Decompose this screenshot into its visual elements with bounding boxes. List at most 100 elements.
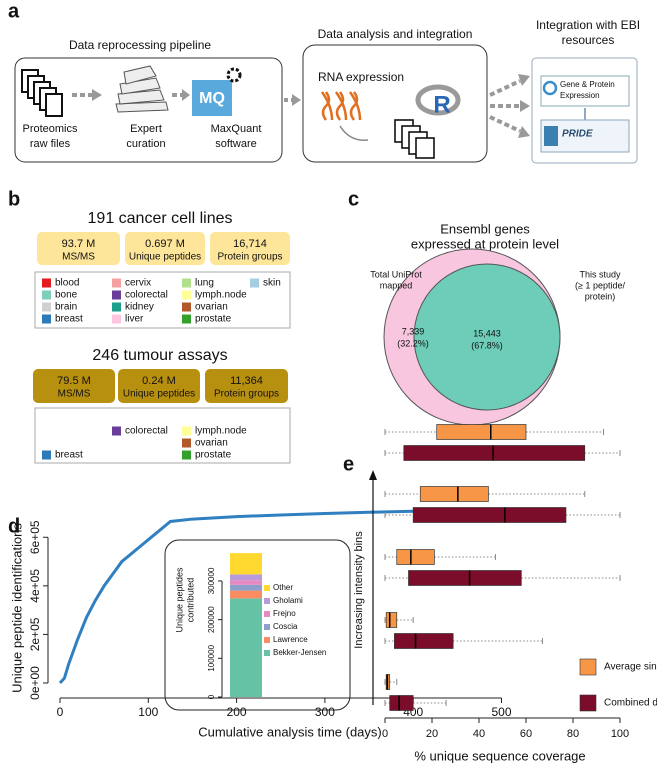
legend-swatch [264, 598, 270, 604]
table-icon [394, 119, 435, 159]
legend-swatch [250, 278, 259, 288]
atlas-label: Gene & Protein [560, 80, 615, 89]
legend-label: lymph.node [195, 290, 247, 301]
x-tick-label: 0 [57, 705, 64, 719]
rna-label: RNA expression [318, 70, 404, 84]
raw-files-icon [21, 69, 63, 117]
legend-label: Bekker-Jensen [273, 648, 326, 657]
legend-swatch [182, 290, 191, 300]
y-tick-label: 4e+05 [28, 569, 42, 603]
rna-icon [320, 91, 369, 141]
legend-label: prostate [195, 450, 232, 461]
x-tick-label: 60 [520, 728, 532, 740]
legend-swatch [112, 426, 121, 436]
box [394, 633, 454, 649]
y-tick-label: 100000 [207, 644, 216, 671]
stat-label: Unique peptides [129, 252, 201, 263]
integration-arrows [489, 74, 530, 138]
panel-label: b [8, 188, 20, 210]
maxquant-icon [192, 67, 242, 116]
panel-label: d [8, 515, 20, 537]
step-label: raw files [30, 138, 71, 150]
legend-label: skin [263, 278, 281, 289]
x-axis-label: % unique sequence coverage [414, 748, 585, 763]
stat-label: Unique peptides [123, 389, 195, 400]
bar-segment [230, 574, 262, 581]
box [385, 612, 398, 628]
bar-segment [230, 584, 262, 591]
legend-swatch [42, 278, 51, 288]
integration-title: Integration with EBI [536, 18, 640, 32]
step-label: curation [126, 138, 165, 150]
legend-label: lymph.node [195, 426, 247, 437]
panel-label: c [348, 188, 359, 210]
mq-logo: MQ [199, 90, 225, 107]
intensity-arrowhead [369, 470, 377, 480]
step-label: Proteomics [22, 123, 78, 135]
legend-label: prostate [195, 314, 232, 325]
x-tick-label: 300 [315, 705, 335, 719]
legend-label: Combined datasets [604, 698, 657, 709]
x-tick-label: 100 [138, 705, 158, 719]
legend-swatch [42, 290, 51, 300]
legend-swatch [264, 585, 270, 591]
stat-box [118, 369, 200, 403]
integration-title: resources [562, 33, 615, 47]
legend-swatch [112, 314, 121, 324]
stat-box [125, 232, 205, 265]
stat-value: 93.7 M [62, 238, 96, 250]
x-tick-label: 40 [473, 728, 485, 740]
bar-segment [230, 580, 262, 585]
legend-swatch [182, 426, 191, 436]
stat-box [37, 232, 120, 265]
x-tick-label: 500 [491, 705, 511, 719]
venn-label: (≥ 1 peptide/ [575, 280, 625, 290]
r-logo [415, 84, 461, 116]
legend-swatch [112, 278, 121, 288]
venn-label: mapped [380, 280, 413, 290]
legend-swatch [42, 302, 51, 312]
panel-a: Data reprocessing pipeline MQ Proteomics… [14, 18, 640, 164]
legend-label: brain [55, 302, 77, 313]
x-tick-label: 0 [382, 728, 388, 740]
legend-swatch [112, 302, 121, 312]
legend-frame [34, 407, 291, 464]
legend-label: breast [55, 450, 83, 461]
panel-b-legend-frames [34, 271, 291, 464]
bar-segment [230, 590, 262, 599]
x-tick-label: 200 [227, 705, 247, 719]
legend-swatch [579, 658, 597, 676]
legend-label: bone [55, 290, 78, 301]
legend-swatch [264, 624, 270, 630]
section-title: 246 tumour assays [92, 347, 227, 364]
stat-value: 11,364 [230, 375, 263, 387]
atlas-label: Expression [560, 91, 600, 100]
legend-label: colorectal [125, 290, 168, 301]
venn-title: expressed at protein level [411, 236, 559, 251]
legend-swatch [264, 637, 270, 643]
venn-count: (67.8%) [471, 340, 503, 350]
venn-label: Total UniProt [370, 269, 422, 279]
y-tick-label: 0e+00 [28, 666, 42, 700]
venn-count: 15,443 [473, 328, 501, 338]
y-axis-label: contributed [185, 578, 195, 623]
legend-label: ovarian [195, 438, 228, 449]
stat-box [33, 369, 115, 403]
y-axis-label: Increasing intensity bins [353, 531, 365, 649]
legend-swatch [579, 694, 597, 712]
y-axis-label: Unique peptide identifications [9, 523, 24, 693]
legend-label: ovarian [195, 302, 228, 313]
legend-label: blood [55, 278, 79, 289]
y-tick-label: 2e+05 [28, 617, 42, 651]
y-tick-label: 6e+05 [28, 520, 42, 554]
stat-box [205, 369, 288, 403]
legend-label: kidney [125, 302, 154, 313]
pipeline-arrows [72, 89, 301, 106]
legend-label: Coscia [273, 622, 298, 631]
analysis-title: Data analysis and integration [318, 27, 473, 41]
venn-title: Ensembl genes [440, 221, 530, 236]
stat-value: 0.24 M [142, 375, 176, 387]
atlas-icon [542, 80, 558, 96]
box [419, 486, 489, 502]
box [408, 570, 522, 586]
